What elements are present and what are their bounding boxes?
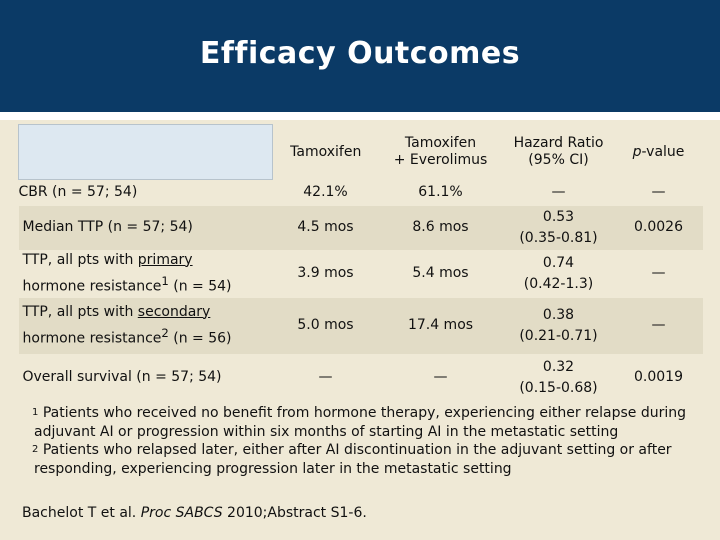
- label-underlined: primary: [137, 251, 193, 268]
- title-banner: Efficacy Outcomes: [0, 0, 720, 112]
- divider: [0, 112, 720, 120]
- table-row: TTP, all pts with secondary hormone resis…: [18, 297, 703, 354]
- citation-text: Bachelot T et al.: [22, 505, 141, 521]
- table-row: Median TTP (n = 57; 54) 4.5 mos 8.6 mos …: [18, 205, 703, 250]
- source-citation: Bachelot T et al. Proc SABCS 2010;Abstra…: [22, 505, 367, 521]
- cell-hazard-ratio: 0.53 (0.35-0.81): [519, 208, 598, 246]
- footnote-ref: 2: [161, 325, 169, 340]
- table-row: TTP, all pts with primary hormone resista…: [18, 249, 703, 298]
- cell-tamoxifen-everolimus: 8.6 mos: [412, 219, 469, 235]
- row-label: Median TTP (n = 57; 54): [22, 219, 193, 235]
- label-text: TTP, all pts with: [22, 251, 138, 268]
- col-header-tamoxifen-everolimus: Tamoxifen + Everolimus: [378, 124, 503, 180]
- cell-p-value: 0.0019: [634, 369, 683, 385]
- cell-p-value: —: [651, 265, 666, 281]
- row-label: Overall survival (n = 57; 54): [22, 369, 222, 385]
- col-header-p-value: p-value: [614, 124, 703, 180]
- footnote-2: 2 Patients who relapsed later, either af…: [32, 441, 694, 478]
- table-row: Overall survival (n = 57; 54) — — 0.32 (…: [18, 353, 703, 402]
- label-text: hormone resistance: [22, 278, 162, 295]
- label-text: (n = 56): [168, 330, 232, 347]
- label-text: (n = 54): [168, 278, 232, 295]
- cell-hazard-ratio: 0.38 (0.21-0.71): [519, 306, 598, 344]
- row-label: CBR (n = 57; 54): [18, 184, 138, 201]
- row-label: TTP, all pts with primary hormone resista…: [19, 250, 273, 298]
- footnote-marker: 1: [32, 407, 39, 418]
- cell-tamoxifen-everolimus: 17.4 mos: [407, 317, 474, 333]
- cell-tamoxifen: —: [318, 369, 333, 385]
- label-text: TTP, all pts with: [22, 303, 138, 320]
- footnote-ref: 1: [161, 273, 169, 288]
- table-row: CBR (n = 57; 54) 42.1% 61.1% — —: [18, 179, 703, 206]
- cell-hazard-ratio: 0.74 (0.42-1.3): [523, 254, 594, 292]
- cell-tamoxifen: 3.9 mos: [297, 265, 354, 281]
- cell-tamoxifen: 42.1%: [303, 184, 348, 200]
- efficacy-table: Tamoxifen Tamoxifen + Everolimus Hazard …: [18, 124, 703, 402]
- citation-journal: Proc SABCS: [140, 505, 223, 521]
- citation-text: 2010;Abstract S1-6.: [222, 505, 367, 521]
- cell-p-value: 0.0026: [634, 219, 683, 235]
- p-italic: p: [632, 143, 642, 160]
- footnote-1: 1 Patients who received no benefit from …: [32, 404, 694, 441]
- row-label: TTP, all pts with secondary hormone resis…: [19, 298, 273, 354]
- cell-hazard-ratio: 0.32 (0.15-0.68): [519, 358, 598, 396]
- header-blank-cell: [18, 124, 273, 180]
- col-header-hazard-ratio: Hazard Ratio (95% CI): [502, 124, 615, 180]
- cell-tamoxifen-everolimus: —: [433, 369, 448, 385]
- label-text: hormone resistance: [22, 330, 162, 347]
- label-underlined: secondary: [137, 303, 211, 320]
- footnotes: 1 Patients who received no benefit from …: [32, 404, 694, 478]
- cell-tamoxifen: 4.5 mos: [297, 219, 354, 235]
- table-header-row: Tamoxifen Tamoxifen + Everolimus Hazard …: [18, 124, 703, 180]
- cell-tamoxifen-everolimus: 5.4 mos: [412, 265, 469, 281]
- cell-tamoxifen: 5.0 mos: [297, 317, 354, 333]
- col-header-tamoxifen: Tamoxifen: [272, 124, 379, 180]
- cell-tamoxifen-everolimus: 61.1%: [418, 184, 463, 200]
- cell-p-value: —: [651, 317, 666, 333]
- page-title: Efficacy Outcomes: [199, 36, 521, 71]
- footnote-text: Patients who relapsed later, either afte…: [34, 442, 672, 477]
- footnote-text: Patients who received no benefit from ho…: [34, 405, 686, 440]
- cell-p-value: —: [651, 184, 666, 200]
- cell-hazard-ratio: —: [551, 184, 566, 200]
- footnote-marker: 2: [32, 444, 39, 455]
